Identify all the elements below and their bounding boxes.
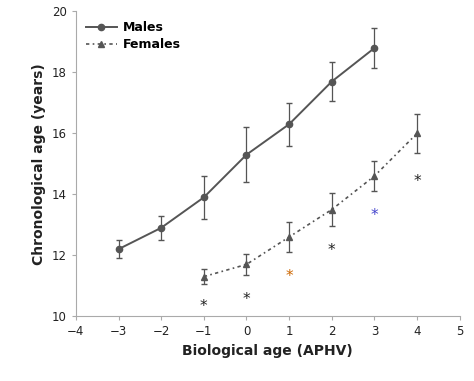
X-axis label: Biological age (APHV): Biological age (APHV) [182, 344, 353, 358]
Text: *: * [328, 243, 336, 258]
Text: *: * [243, 292, 250, 307]
Legend: Males, Females: Males, Females [82, 18, 185, 55]
Text: *: * [371, 208, 378, 223]
Text: *: * [285, 269, 293, 284]
Text: *: * [200, 299, 208, 314]
Text: *: * [413, 174, 421, 189]
Y-axis label: Chronological age (years): Chronological age (years) [32, 63, 46, 265]
